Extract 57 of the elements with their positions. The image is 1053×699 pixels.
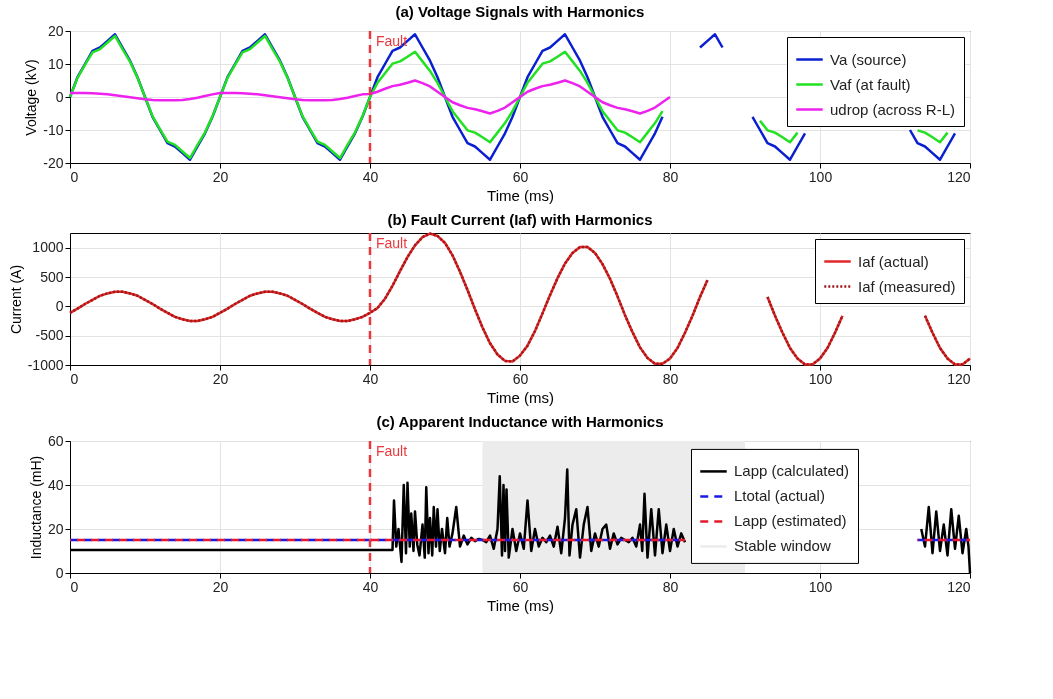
x-tick-label: 60 xyxy=(512,370,529,387)
x-tick-label: 100 xyxy=(808,578,833,595)
y-tick-label: -20 xyxy=(43,154,64,171)
ref-line-label: Fault xyxy=(376,443,408,459)
legend-label: udrop (across R-L) xyxy=(830,100,956,118)
x-tick-label: 20 xyxy=(212,168,229,185)
y-tick-label: 0 xyxy=(55,297,64,314)
y-axis-title: Current (A) xyxy=(7,264,24,335)
y-tick-label: 1000 xyxy=(32,239,64,256)
y-tick-label: 0 xyxy=(55,564,64,581)
x-tick-label: 20 xyxy=(212,578,229,595)
y-tick-label: 20 xyxy=(47,22,64,39)
ref-line-label: Fault xyxy=(376,235,408,251)
y-tick-label: -1000 xyxy=(27,356,64,373)
x-axis-title: Time (ms) xyxy=(487,388,554,406)
legend-label: Iaf (measured) xyxy=(858,277,956,295)
x-tick-label: 0 xyxy=(70,578,79,595)
y-axis-title: Voltage (kV) xyxy=(23,59,40,136)
line-series xyxy=(68,79,672,115)
y-tick-label: 10 xyxy=(47,55,64,72)
chart-title: (c) Apparent Inductance with Harmonics xyxy=(376,413,664,430)
x-tick-label: 80 xyxy=(662,578,679,595)
x-tick-label: 80 xyxy=(662,370,679,387)
legend-label: Lapp (estimated) xyxy=(734,512,847,530)
chart-title: (b) Fault Current (Iaf) with Harmonics xyxy=(387,210,653,228)
y-tick-label: -10 xyxy=(43,121,64,138)
x-axis-title: Time (ms) xyxy=(487,186,554,204)
y-tick-label: 20 xyxy=(47,520,64,537)
x-tick-label: 120 xyxy=(947,168,971,185)
x-tick-label: 120 xyxy=(947,578,971,595)
y-tick-label: -500 xyxy=(35,327,64,344)
x-tick-label: 40 xyxy=(362,370,379,387)
chart-title: (a) Voltage Signals with Harmonics xyxy=(395,3,645,20)
y-tick-label: 40 xyxy=(47,476,64,493)
x-tick-label: 0 xyxy=(70,370,79,387)
x-tick-label: 40 xyxy=(362,168,379,185)
x-tick-label: 100 xyxy=(808,370,833,387)
legend-label: Ltotal (actual) xyxy=(734,487,825,505)
x-axis-title: Time (ms) xyxy=(487,596,554,614)
legend-label: Va (source) xyxy=(830,50,907,68)
x-tick-label: 80 xyxy=(662,168,679,185)
x-tick-label: 0 xyxy=(70,168,79,185)
y-tick-label: 0 xyxy=(55,88,64,105)
ref-line-label: Fault xyxy=(376,33,408,49)
legend-label: Lapp (calculated) xyxy=(734,462,850,480)
y-axis-title: Inductance (mH) xyxy=(27,455,44,560)
x-tick-label: 60 xyxy=(512,168,529,185)
band-label: Stable window xyxy=(734,537,831,555)
y-tick-label: 60 xyxy=(47,432,64,449)
x-tick-label: 60 xyxy=(512,578,529,595)
x-tick-label: 20 xyxy=(212,370,229,387)
legend-label: Vaf (at fault) xyxy=(830,75,911,93)
x-tick-label: 120 xyxy=(947,370,971,387)
legend-label: Iaf (actual) xyxy=(858,252,929,270)
y-tick-label: 500 xyxy=(40,268,64,285)
x-tick-label: 100 xyxy=(808,168,833,185)
x-tick-label: 40 xyxy=(362,578,379,595)
